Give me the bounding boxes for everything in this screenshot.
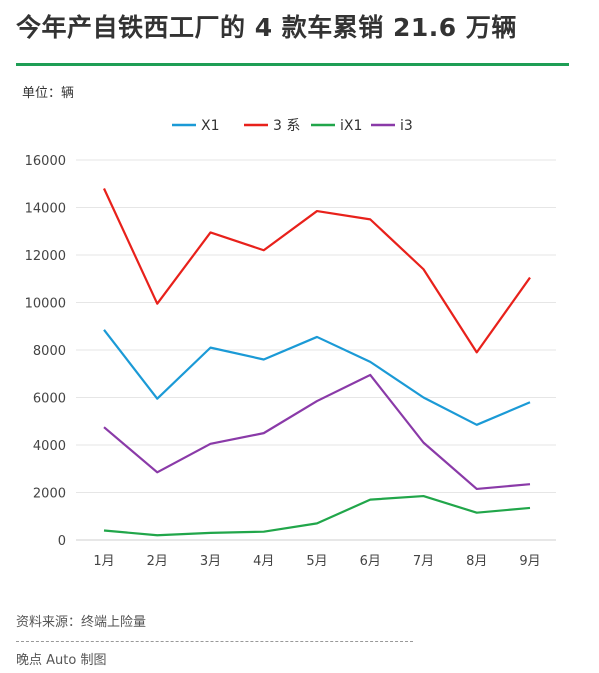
gridlines xyxy=(76,159,556,541)
legend-label: X1 xyxy=(201,118,220,134)
y-tick-label: 8000 xyxy=(33,344,66,359)
line-chart: X1 3 系 iX1 i3 0 2000 4000 6000 8000 10000 12000 14… xyxy=(25,118,556,569)
x-tick-label: 7月 xyxy=(413,554,434,569)
series-line-3系 xyxy=(103,188,531,354)
y-tick-label: 12000 xyxy=(25,249,66,264)
x-tick-label: 5月 xyxy=(306,554,327,569)
x-tick-label: 4月 xyxy=(253,554,274,569)
credit-note: 晚点 Auto 制图 xyxy=(16,653,107,668)
chart-title: 今年产自铁西工厂的 4 款车累销 21.6 万辆 xyxy=(16,13,517,42)
y-tick-label: 14000 xyxy=(25,202,66,217)
x-tick-label: 1月 xyxy=(93,554,114,569)
legend-label: i3 xyxy=(400,118,413,134)
legend-label: iX1 xyxy=(340,118,362,134)
footer-divider xyxy=(16,641,413,642)
legend-label: 3 系 xyxy=(273,118,300,134)
y-tick-label: 4000 xyxy=(33,439,66,454)
series-lines xyxy=(103,188,531,537)
x-tick-label: 9月 xyxy=(519,554,540,569)
source-note: 资料来源：终端上险量 xyxy=(16,615,147,630)
x-tick-label: 2月 xyxy=(147,554,168,569)
title-divider xyxy=(16,63,569,66)
series-line-iX1 xyxy=(103,494,531,537)
y-tick-label: 10000 xyxy=(25,297,66,312)
x-tick-label: 8月 xyxy=(466,554,487,569)
y-tick-label: 2000 xyxy=(33,487,66,502)
x-axis: 1月 2月 3月 4月 5月 6月 7月 8月 9月 xyxy=(93,554,540,569)
y-tick-label: 0 xyxy=(58,534,66,549)
y-tick-label: 16000 xyxy=(25,154,66,169)
y-axis: 0 2000 4000 6000 8000 10000 12000 14000 16000 xyxy=(25,154,66,549)
y-tick-label: 6000 xyxy=(33,392,66,407)
unit-label: 单位：辆 xyxy=(22,86,75,101)
series-line-X1 xyxy=(103,329,531,426)
legend: X1 3 系 iX1 i3 xyxy=(172,118,413,134)
series-line-i3 xyxy=(103,373,531,491)
x-tick-label: 3月 xyxy=(200,554,221,569)
x-tick-label: 6月 xyxy=(360,554,381,569)
